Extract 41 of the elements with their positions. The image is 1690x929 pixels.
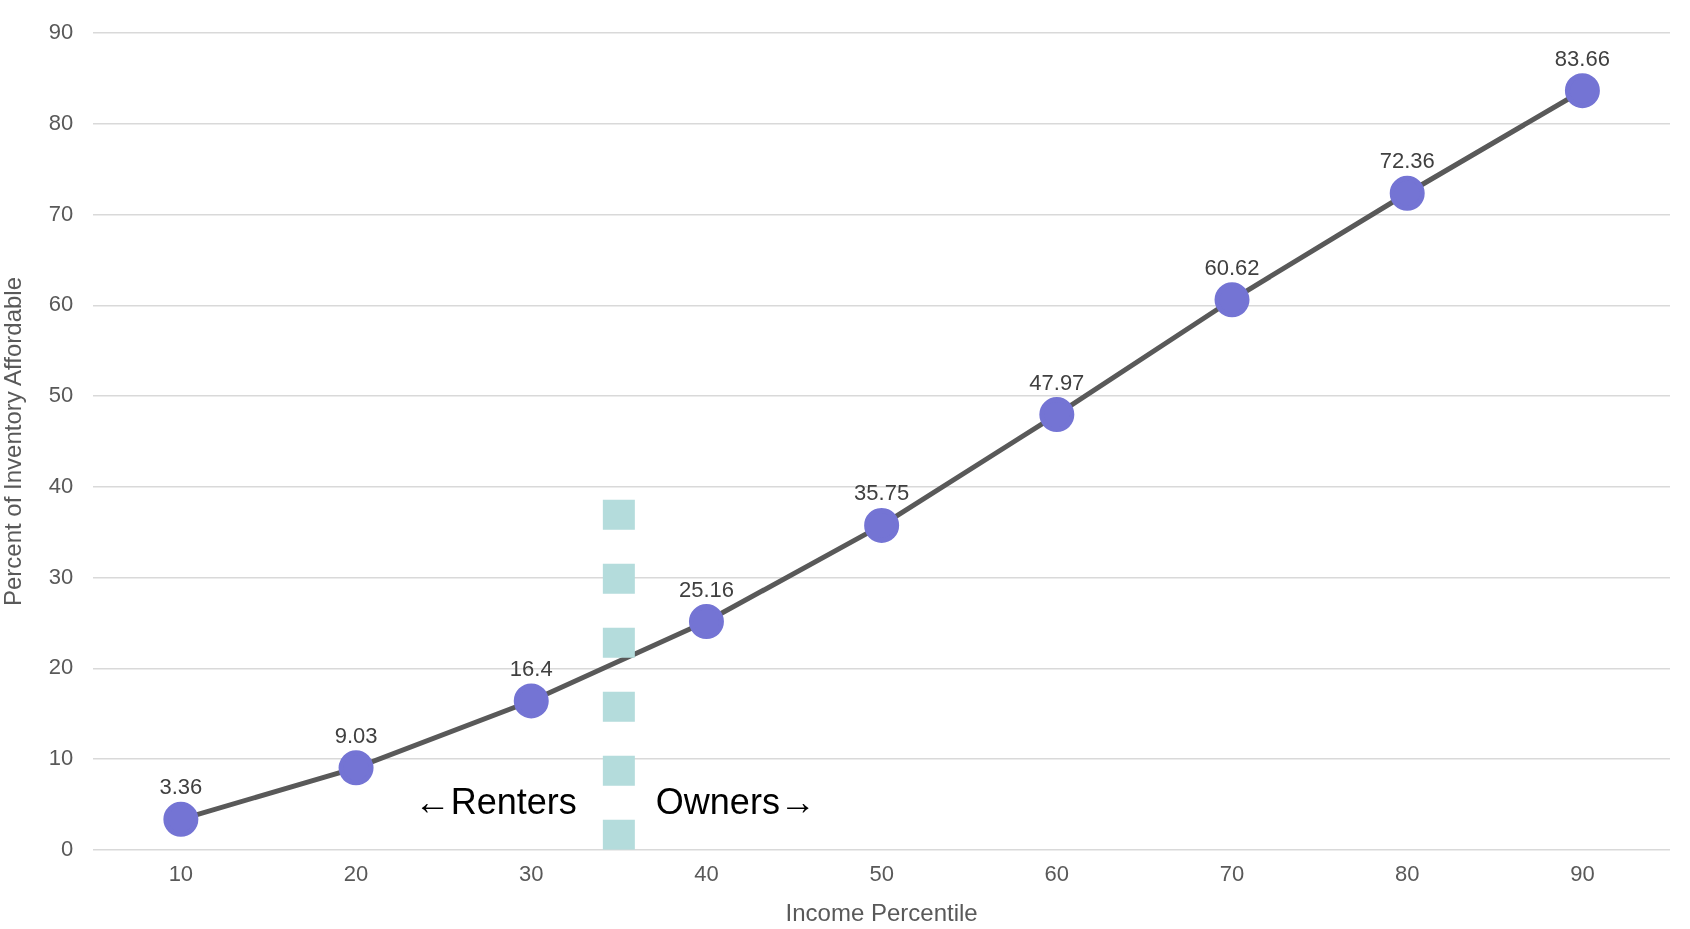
point	[864, 507, 900, 543]
annotation: Owners→	[655, 780, 816, 822]
x-tick-label: 70	[1219, 861, 1245, 887]
y-tick-label: 60	[48, 291, 74, 317]
point	[688, 604, 724, 640]
x-tick-label: 30	[519, 861, 544, 887]
x-axis-title: Income Percentile	[785, 899, 978, 927]
y-tick-label: 0	[61, 835, 74, 861]
x-tick-label: 80	[1394, 861, 1420, 887]
data-label: 9.03	[334, 722, 378, 748]
point	[338, 750, 374, 786]
point	[1564, 73, 1600, 109]
x-tick-label: 20	[343, 861, 369, 887]
y-tick-label: 50	[48, 382, 74, 408]
data-label: 3.36	[159, 774, 203, 800]
x-tick-label: 50	[869, 861, 894, 887]
data-label: 47.97	[1029, 369, 1085, 395]
data-label: 83.66	[1554, 45, 1610, 71]
point	[513, 683, 549, 719]
data-label: 35.75	[854, 480, 910, 506]
x-tick-label: 90	[1570, 861, 1595, 887]
data-label: 72.36	[1379, 148, 1435, 174]
data-label: 25.16	[678, 576, 734, 602]
y-tick-label: 90	[48, 19, 74, 45]
point	[163, 801, 199, 837]
point	[1039, 397, 1075, 433]
y-tick-label: 30	[48, 563, 74, 589]
y-tick-label: 40	[48, 472, 74, 498]
data-label: 16.4	[509, 656, 553, 682]
x-tick-label: 40	[694, 861, 719, 887]
y-tick-label: 10	[48, 745, 74, 771]
data-label: 60.62	[1204, 254, 1260, 280]
annotation: ←Renters	[414, 780, 577, 822]
y-tick-label: 80	[48, 110, 74, 135]
y-tick-label: 20	[48, 654, 74, 680]
x-tick-label: 60	[1044, 861, 1070, 887]
point	[1389, 175, 1425, 211]
y-tick-label: 70	[48, 200, 74, 226]
x-tick-label: 10	[168, 861, 194, 887]
point	[1214, 282, 1250, 318]
y-axis-title: Percent of Inventory Affordable	[0, 276, 27, 607]
